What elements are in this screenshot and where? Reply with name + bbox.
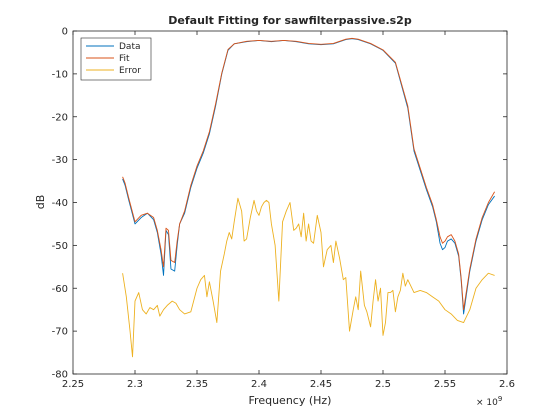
x-tick-label: 2.55	[434, 379, 456, 390]
x-tick-label: 2.25	[62, 379, 84, 390]
y-axis-label: dB	[34, 195, 47, 210]
series-layer	[122, 37, 495, 358]
legend: Data Fit Error	[80, 37, 152, 81]
y-tick-label: -40	[52, 198, 68, 209]
series-line-error	[122, 197, 495, 358]
legend-label-fit: Fit	[119, 54, 130, 64]
x-tick-label: 2.6	[499, 379, 515, 390]
x-tick-label: 2.35	[186, 379, 208, 390]
chart-title: Default Fitting for sawfilterpassive.s2p	[168, 14, 412, 27]
x-axis-exponent: × 109	[476, 395, 502, 408]
y-tick-label: -50	[52, 241, 68, 252]
y-tick-label: -10	[52, 69, 68, 80]
x-axis-exponent-base: × 10	[476, 398, 498, 408]
series-line-fit	[122, 37, 495, 311]
y-tick-label: -80	[52, 370, 68, 381]
x-tick-label: 2.4	[251, 379, 267, 390]
legend-label-error: Error	[119, 66, 141, 76]
y-tick-label: -70	[52, 327, 68, 338]
x-tick-label: 2.3	[127, 379, 143, 390]
x-axis-exponent-power: 9	[498, 395, 502, 403]
y-tick-label: -30	[52, 155, 68, 166]
x-tick-label: 2.5	[375, 379, 391, 390]
legend-box	[80, 37, 152, 81]
y-axis-ticks: -80 -70 -60 -50 -40 -30 -20 -10 0	[52, 27, 507, 381]
x-axis-label: Frequency (Hz)	[249, 394, 332, 407]
y-tick-label: -60	[52, 284, 68, 295]
y-tick-label: -20	[52, 112, 68, 123]
x-axis-ticks: 2.25 2.3 2.35 2.4 2.45 2.5 2.55 2.6	[62, 31, 515, 390]
legend-label-data: Data	[119, 42, 141, 52]
x-tick-label: 2.45	[310, 379, 332, 390]
y-tick-label: 0	[62, 27, 68, 38]
